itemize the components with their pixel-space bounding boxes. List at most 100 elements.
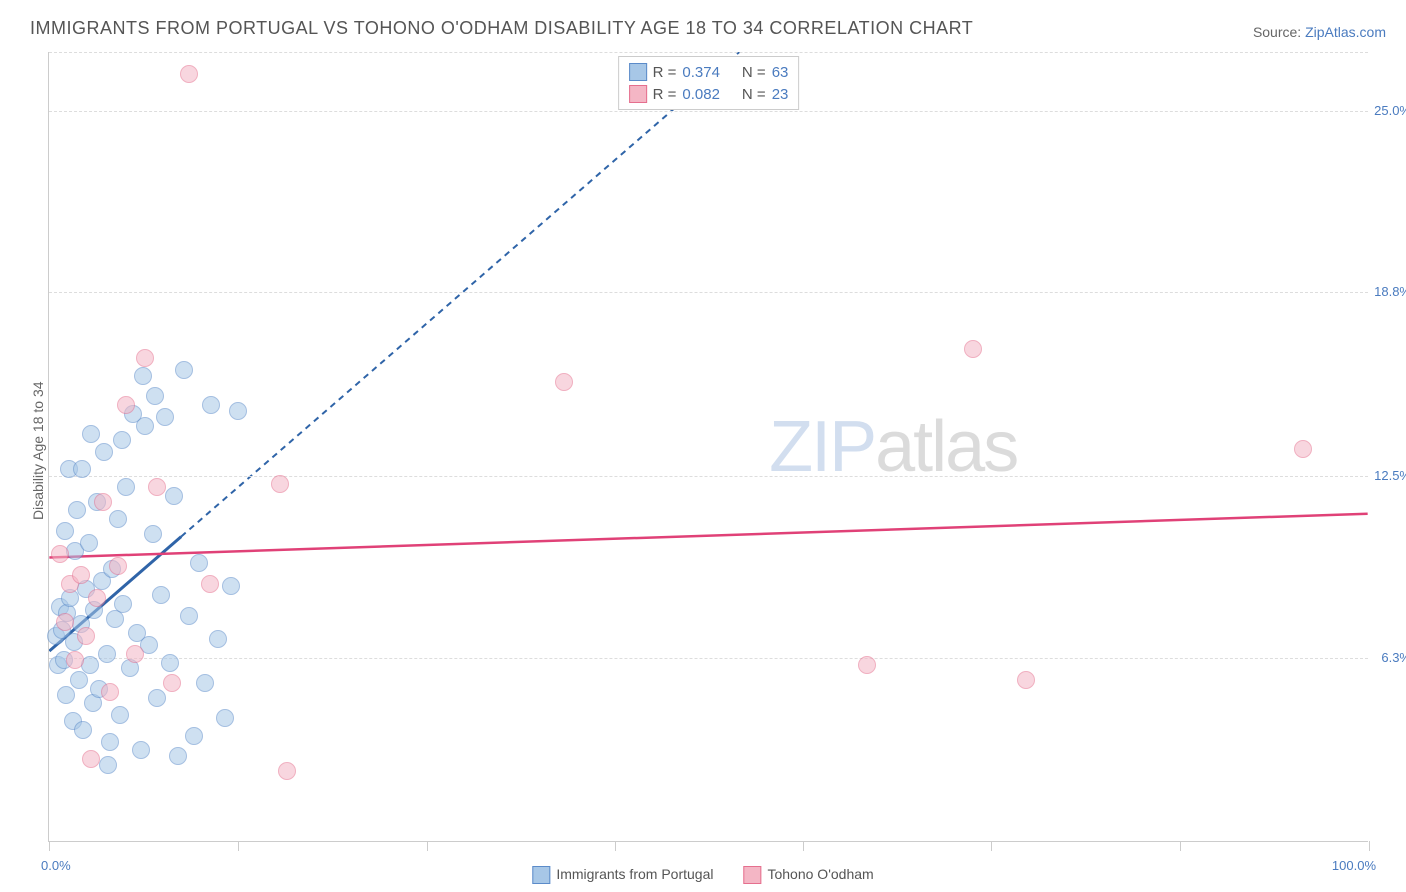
gridline-h — [49, 52, 1368, 53]
gridline-h — [49, 658, 1368, 659]
x-tick — [1180, 841, 1181, 851]
x-tick — [803, 841, 804, 851]
data-point — [152, 586, 170, 604]
data-point — [555, 373, 573, 391]
data-point — [68, 501, 86, 519]
watermark: ZIPatlas — [769, 406, 1017, 488]
data-point — [1017, 671, 1035, 689]
legend-n-value: 23 — [772, 86, 789, 103]
data-point — [77, 627, 95, 645]
data-point — [98, 645, 116, 663]
regression-lines-layer — [49, 52, 1368, 841]
source-link[interactable]: ZipAtlas.com — [1305, 24, 1386, 40]
legend-r-label: R = — [653, 86, 677, 103]
data-point — [148, 478, 166, 496]
gridline-h — [49, 111, 1368, 112]
legend-swatch — [629, 63, 647, 81]
data-point — [94, 493, 112, 511]
data-point — [209, 630, 227, 648]
y-tick-label: 25.0% — [1351, 103, 1406, 118]
gridline-h — [49, 476, 1368, 477]
data-point — [51, 545, 69, 563]
data-point — [101, 683, 119, 701]
data-point — [101, 733, 119, 751]
legend-r-value: 0.082 — [682, 86, 720, 103]
data-point — [202, 396, 220, 414]
data-point — [180, 607, 198, 625]
data-point — [229, 402, 247, 420]
data-point — [858, 656, 876, 674]
data-point — [278, 762, 296, 780]
x-tick — [615, 841, 616, 851]
data-point — [136, 349, 154, 367]
data-point — [216, 709, 234, 727]
x-tick — [1369, 841, 1370, 851]
data-point — [175, 361, 193, 379]
legend-row: R = 0.082 N = 23 — [629, 83, 789, 105]
data-point — [126, 645, 144, 663]
data-point — [165, 487, 183, 505]
data-point — [222, 577, 240, 595]
data-point — [180, 65, 198, 83]
watermark-atlas: atlas — [875, 407, 1017, 487]
x-tick — [49, 841, 50, 851]
regression-line — [49, 514, 1367, 558]
legend-n-label: N = — [742, 64, 766, 81]
data-point — [66, 651, 84, 669]
data-point — [1294, 440, 1312, 458]
source-label: Source: — [1253, 24, 1301, 40]
chart-title: IMMIGRANTS FROM PORTUGAL VS TOHONO O'ODH… — [30, 18, 973, 39]
data-point — [134, 367, 152, 385]
x-tick — [427, 841, 428, 851]
legend-swatch — [743, 866, 761, 884]
x-tick — [991, 841, 992, 851]
y-tick-label: 18.8% — [1351, 284, 1406, 299]
data-point — [201, 575, 219, 593]
data-point — [163, 674, 181, 692]
y-axis-label: Disability Age 18 to 34 — [30, 381, 46, 520]
x-tick-label-max: 100.0% — [1332, 858, 1376, 873]
data-point — [109, 510, 127, 528]
x-tick-label-min: 0.0% — [41, 858, 71, 873]
data-point — [109, 557, 127, 575]
data-point — [73, 460, 91, 478]
data-point — [161, 654, 179, 672]
legend-n-label: N = — [742, 86, 766, 103]
data-point — [114, 595, 132, 613]
data-point — [136, 417, 154, 435]
correlation-legend: R =0.374N =63R =0.082N =23 — [618, 56, 800, 110]
data-point — [271, 475, 289, 493]
source-attribution: Source: ZipAtlas.com — [1253, 24, 1386, 40]
legend-series-label: Immigrants from Portugal — [556, 866, 713, 882]
data-point — [99, 756, 117, 774]
plot-area: R =0.374N =63R =0.082N =23 ZIPatlas 6.3%… — [48, 52, 1368, 842]
data-point — [185, 727, 203, 745]
x-tick — [238, 841, 239, 851]
data-point — [156, 408, 174, 426]
legend-r-label: R = — [653, 64, 677, 81]
data-point — [56, 522, 74, 540]
data-point — [113, 431, 131, 449]
data-point — [57, 686, 75, 704]
data-point — [80, 534, 98, 552]
data-point — [111, 706, 129, 724]
data-point — [88, 589, 106, 607]
data-point — [169, 747, 187, 765]
data-point — [148, 689, 166, 707]
data-point — [144, 525, 162, 543]
y-tick-label: 12.5% — [1351, 468, 1406, 483]
regression-line — [181, 52, 840, 537]
data-point — [190, 554, 208, 572]
data-point — [132, 741, 150, 759]
data-point — [95, 443, 113, 461]
y-tick-label: 6.3% — [1351, 650, 1406, 665]
series-legend: Immigrants from Portugal Tohono O'odham — [532, 866, 873, 884]
gridline-h — [49, 292, 1368, 293]
data-point — [117, 478, 135, 496]
watermark-zip: ZIP — [769, 407, 875, 487]
legend-swatch — [532, 866, 550, 884]
legend-item: Tohono O'odham — [743, 866, 873, 884]
legend-series-label: Tohono O'odham — [767, 866, 873, 882]
data-point — [82, 750, 100, 768]
data-point — [146, 387, 164, 405]
